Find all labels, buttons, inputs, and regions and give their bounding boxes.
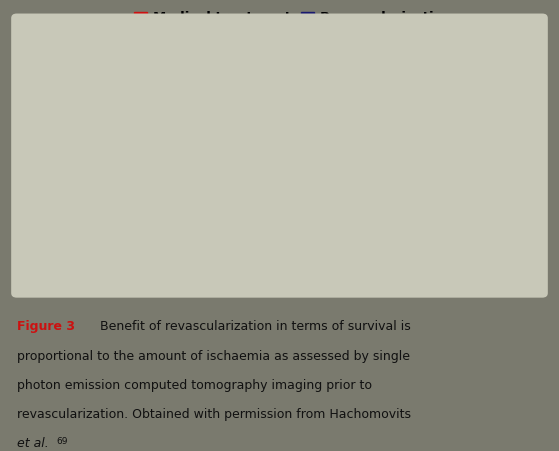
Text: 2.9: 2.9 [210,177,231,190]
Text: photon emission computed tomography imaging prior to: photon emission computed tomography imag… [17,379,372,392]
Bar [238,176,273,253]
Text: revascularization. Obtained with permission from Hachomovits: revascularization. Obtained with permiss… [17,408,411,421]
Text: 4.8: 4.8 [320,138,342,151]
Bar [93,232,128,253]
Bar [424,114,459,253]
Text: Benefit of revascularization in terms of survival is: Benefit of revascularization in terms of… [92,320,411,333]
Legend: Medical treatment, Revascularization: Medical treatment, Revascularization [129,6,458,30]
Y-axis label: Cardiac death rate (%): Cardiac death rate (%) [29,69,42,229]
Text: proportional to the amount of ischaemia as assessed by single: proportional to the amount of ischaemia … [17,350,410,363]
Text: 1: 1 [106,217,115,230]
Text: et al.: et al. [17,437,49,451]
Bar [128,215,163,253]
Bar [203,193,238,253]
Text: 3.7: 3.7 [245,161,267,174]
Bar [459,211,494,253]
Text: 1.8: 1.8 [135,200,156,213]
Text: 3.3: 3.3 [356,169,377,182]
Bar [314,153,349,253]
Text: 2: 2 [472,196,481,209]
Text: P < 0.02: P < 0.02 [446,51,501,64]
Text: 6.7: 6.7 [431,98,452,111]
Bar [349,184,384,253]
X-axis label: Total ischaemic myocardium (%): Total ischaemic myocardium (%) [180,280,407,293]
Text: Figure 3: Figure 3 [17,320,75,333]
Text: 69: 69 [56,437,68,446]
